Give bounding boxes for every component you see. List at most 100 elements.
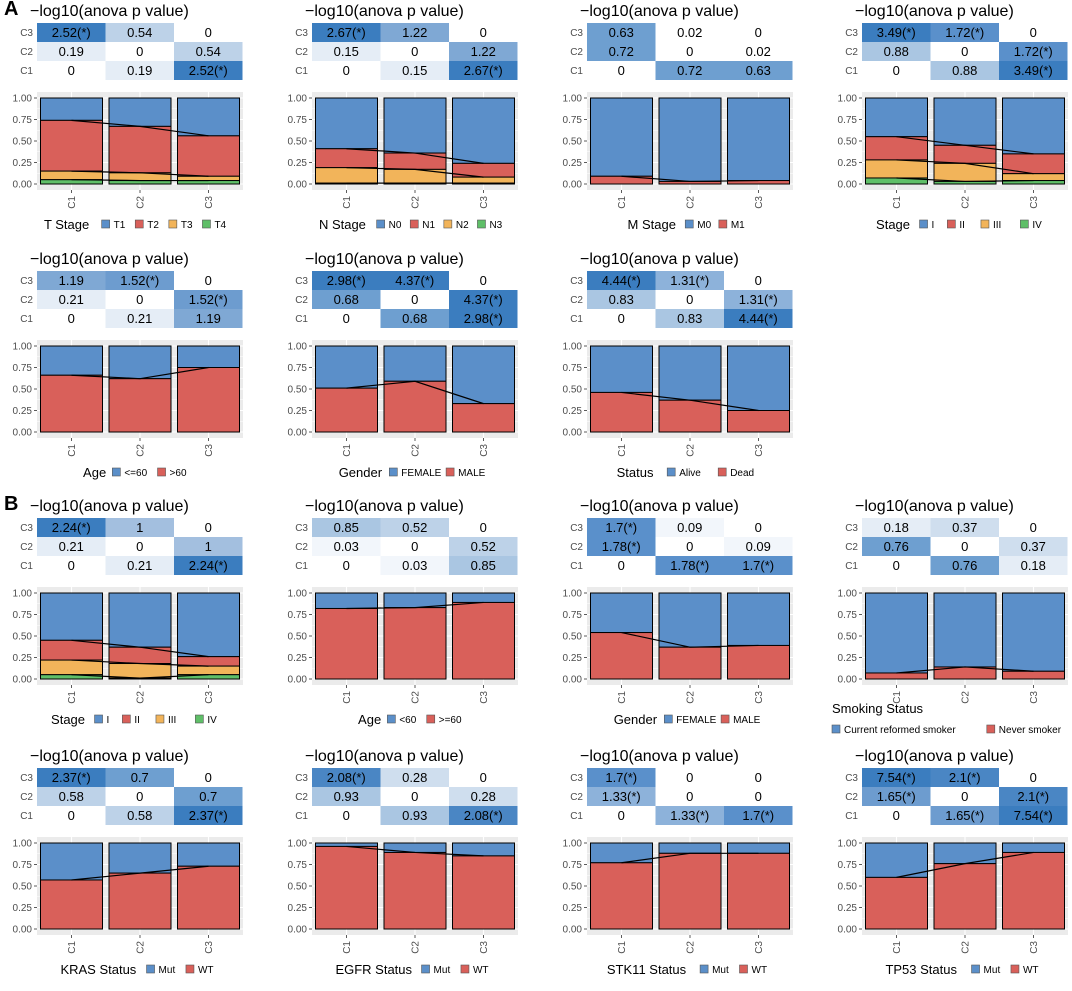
legend-swatch [986,724,996,734]
x-tick-label: C3 [479,941,490,954]
bar-segment-ii [177,656,240,667]
heatmap-row-label: C3 [20,276,33,287]
bar-segment-iii [1002,173,1065,182]
bar-segment-mut [865,842,928,878]
heatmap-row-label: C3 [570,276,583,287]
heatmap-cell-value: 0.21 [59,539,84,554]
heatmap-cell [999,556,1068,575]
heatmap-title: −log10(anova p value) [30,3,189,20]
bar-segment-n1 [315,148,378,169]
x-tick-label: C2 [686,691,697,704]
legend-label: Mut [984,965,1001,976]
connector-line [896,666,1034,674]
heatmap-cell-value: 0 [686,292,693,307]
heatmap-cell [449,556,518,575]
heatmap-cell [655,556,724,575]
y-tick-label: 0.50 [563,632,583,643]
heatmap-cell [37,309,106,328]
bar-segment-t2 [40,119,103,172]
bar-segment-never-smoker [865,672,928,680]
heatmap-row-label: C2 [295,542,308,553]
heatmap-cell [105,806,174,825]
heatmap-title: −log10(anova p value) [305,498,464,515]
heatmap-cell-value: 0 [755,520,762,535]
x-tick-label: C1 [67,691,78,704]
panel-5: −log10(anova p value) C3 1.19 1.52(*) 0 C2 0.2… [13,251,243,480]
heatmap-cell [655,309,724,328]
heatmap-cell-value: 0.19 [127,63,152,78]
heatmap-cell [105,537,174,556]
heatmap-cell [380,518,449,537]
heatmap-cell [930,806,999,825]
heatmap-cell-value: 0.28 [471,789,496,804]
stacked-bar-chart: 0.00 0.25 0.50 0.75 1.00 C1 C2 C3 [13,92,243,209]
bar-segment-mut [658,842,722,854]
heatmap-cell [724,518,793,537]
heatmap-cell [449,290,518,309]
legend-swatch [739,964,748,974]
heatmap-cell-value: 1.52(*) [120,273,159,288]
bar-segment-female [590,592,653,634]
legend-swatch [94,714,103,724]
heatmap-cell-value: 0 [136,539,143,554]
heatmap-cell [312,23,381,42]
heatmap-cell [655,271,724,290]
legend: Smoking Status Current reformed smoker Nev… [831,701,1062,736]
x-tick-label: C2 [136,691,147,704]
heatmap-cell-value: 0 [205,273,212,288]
bar-segment-wt [108,872,172,930]
heatmap-cell [999,42,1068,61]
heatmap-cell-value: 1.72(*) [945,25,984,40]
heatmap-cell [862,806,931,825]
legend: Gender FEMALE MALE [339,465,486,480]
y-tick-label: 0.00 [838,675,858,686]
x-tick-label: C1 [892,941,903,954]
x-tick-label: C1 [342,691,353,704]
y-tick-label: 0.50 [838,137,858,148]
heatmap: C3 1.7(*) 0 0 C2 1.33(*) 0 0 C1 0 1.33(*) 1.7(*) [570,768,793,825]
legend: TP53 Status Mut WT [885,962,1038,977]
bar-segment-t2 [108,125,172,174]
connector-line [71,119,209,137]
bar-segment--60 [315,592,378,609]
y-tick-label: 0.00 [13,925,33,936]
heatmap-title: −log10(anova p value) [305,3,464,20]
heatmap-row-label: C1 [20,811,33,822]
heatmap-row-label: C1 [570,811,583,822]
heatmap-cell [587,23,656,42]
heatmap-cell [930,61,999,80]
heatmap-cell [312,537,381,556]
bar-segment-mut [177,842,240,867]
y-tick-label: 0.25 [288,406,308,417]
legend: Stage I II III IV [51,712,217,727]
legend: KRAS Status Mut WT [60,962,213,977]
heatmap-row-label: C2 [570,542,583,553]
heatmap-row-label: C3 [845,523,858,534]
heatmap-cell-value: 1.78(*) [670,558,709,573]
x-tick-label: C3 [479,196,490,209]
bar-segment-current-reformed-smoker [933,592,997,668]
stacked-bar-chart: 0.00 0.25 0.50 0.75 1.00 C1 C2 C3 [563,92,793,209]
bar-segment-t1 [40,97,103,121]
x-tick-label: C3 [1029,941,1040,954]
heatmap-cell-value: 0.19 [59,44,84,59]
bar-segment-mut [452,842,515,857]
heatmap-row-label: C3 [20,523,33,534]
x-tick-label: C2 [136,196,147,209]
legend-label: T3 [181,220,193,231]
heatmap-cell-value: 0.03 [402,558,427,573]
legend-label: Dead [730,468,754,479]
legend-title: N Stage [319,217,366,232]
bar-segment--60 [108,345,172,380]
heatmap-cell-value: 0.09 [677,520,702,535]
bar-segment-ii [40,639,103,661]
heatmap-cell-value: 0 [755,789,762,804]
heatmap-cell-value: 0.85 [334,520,359,535]
heatmap-row-label: C3 [20,28,33,39]
heatmap-cell-value: 0.58 [59,789,84,804]
heatmap-cell-value: 0.21 [59,292,84,307]
heatmap-row-label: C1 [845,66,858,77]
heatmap-cell-value: 3.49(*) [1014,63,1053,78]
heatmap-cell-value: 0 [893,558,900,573]
y-tick-label: 0.25 [13,406,33,417]
